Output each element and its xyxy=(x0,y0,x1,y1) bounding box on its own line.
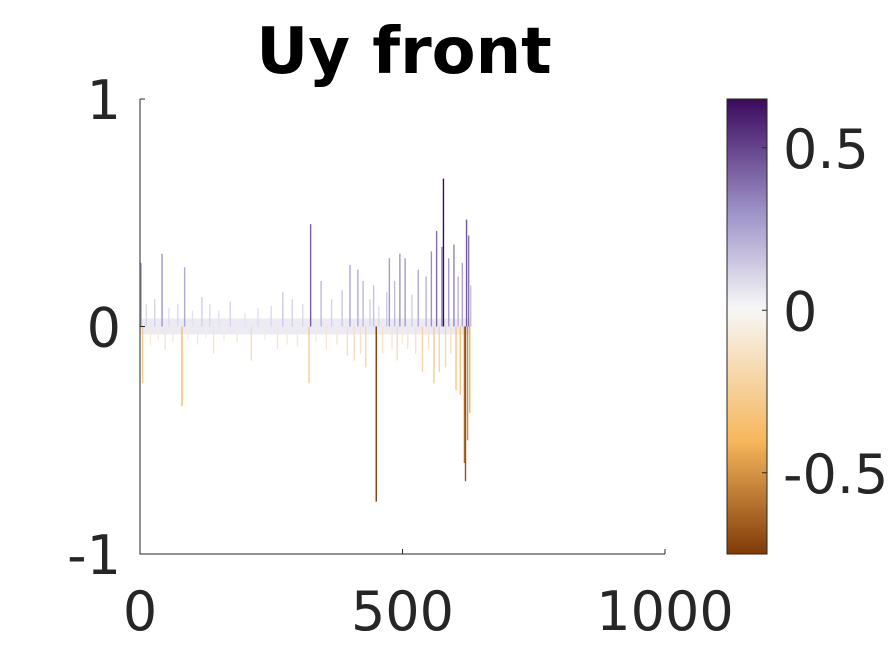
noise-band-fill xyxy=(140,318,471,335)
y-tick-labels: -1 0 1 xyxy=(67,69,121,587)
x-tick-label: 0 xyxy=(123,580,157,643)
x-tick-marks xyxy=(139,549,666,554)
colorbar: 0.5 0 -0.5 xyxy=(726,98,888,555)
y-tick-marks xyxy=(140,98,145,555)
spike-series xyxy=(140,178,472,502)
x-tick-label: 1000 xyxy=(596,580,733,643)
colorbar-ticks: 0.5 0 -0.5 xyxy=(762,118,888,506)
colorbar-rect xyxy=(726,98,768,555)
plot-area: 0 500 1000 -101 xyxy=(67,69,734,643)
x-tick-labels: 0 500 1000 xyxy=(123,580,734,643)
noise-band xyxy=(140,318,471,335)
chart-title: Uy front xyxy=(256,15,552,89)
y-tick-label: -1 xyxy=(67,524,121,587)
colorbar-tick-label: 0.5 xyxy=(783,118,869,181)
x-tick-label: 500 xyxy=(351,580,454,643)
colorbar-tick-label: -0.5 xyxy=(783,443,888,506)
y-tick-label: 0 xyxy=(87,297,121,360)
colorbar-tick-label: 0 xyxy=(783,280,817,343)
y-tick-label: 1 xyxy=(87,69,121,132)
